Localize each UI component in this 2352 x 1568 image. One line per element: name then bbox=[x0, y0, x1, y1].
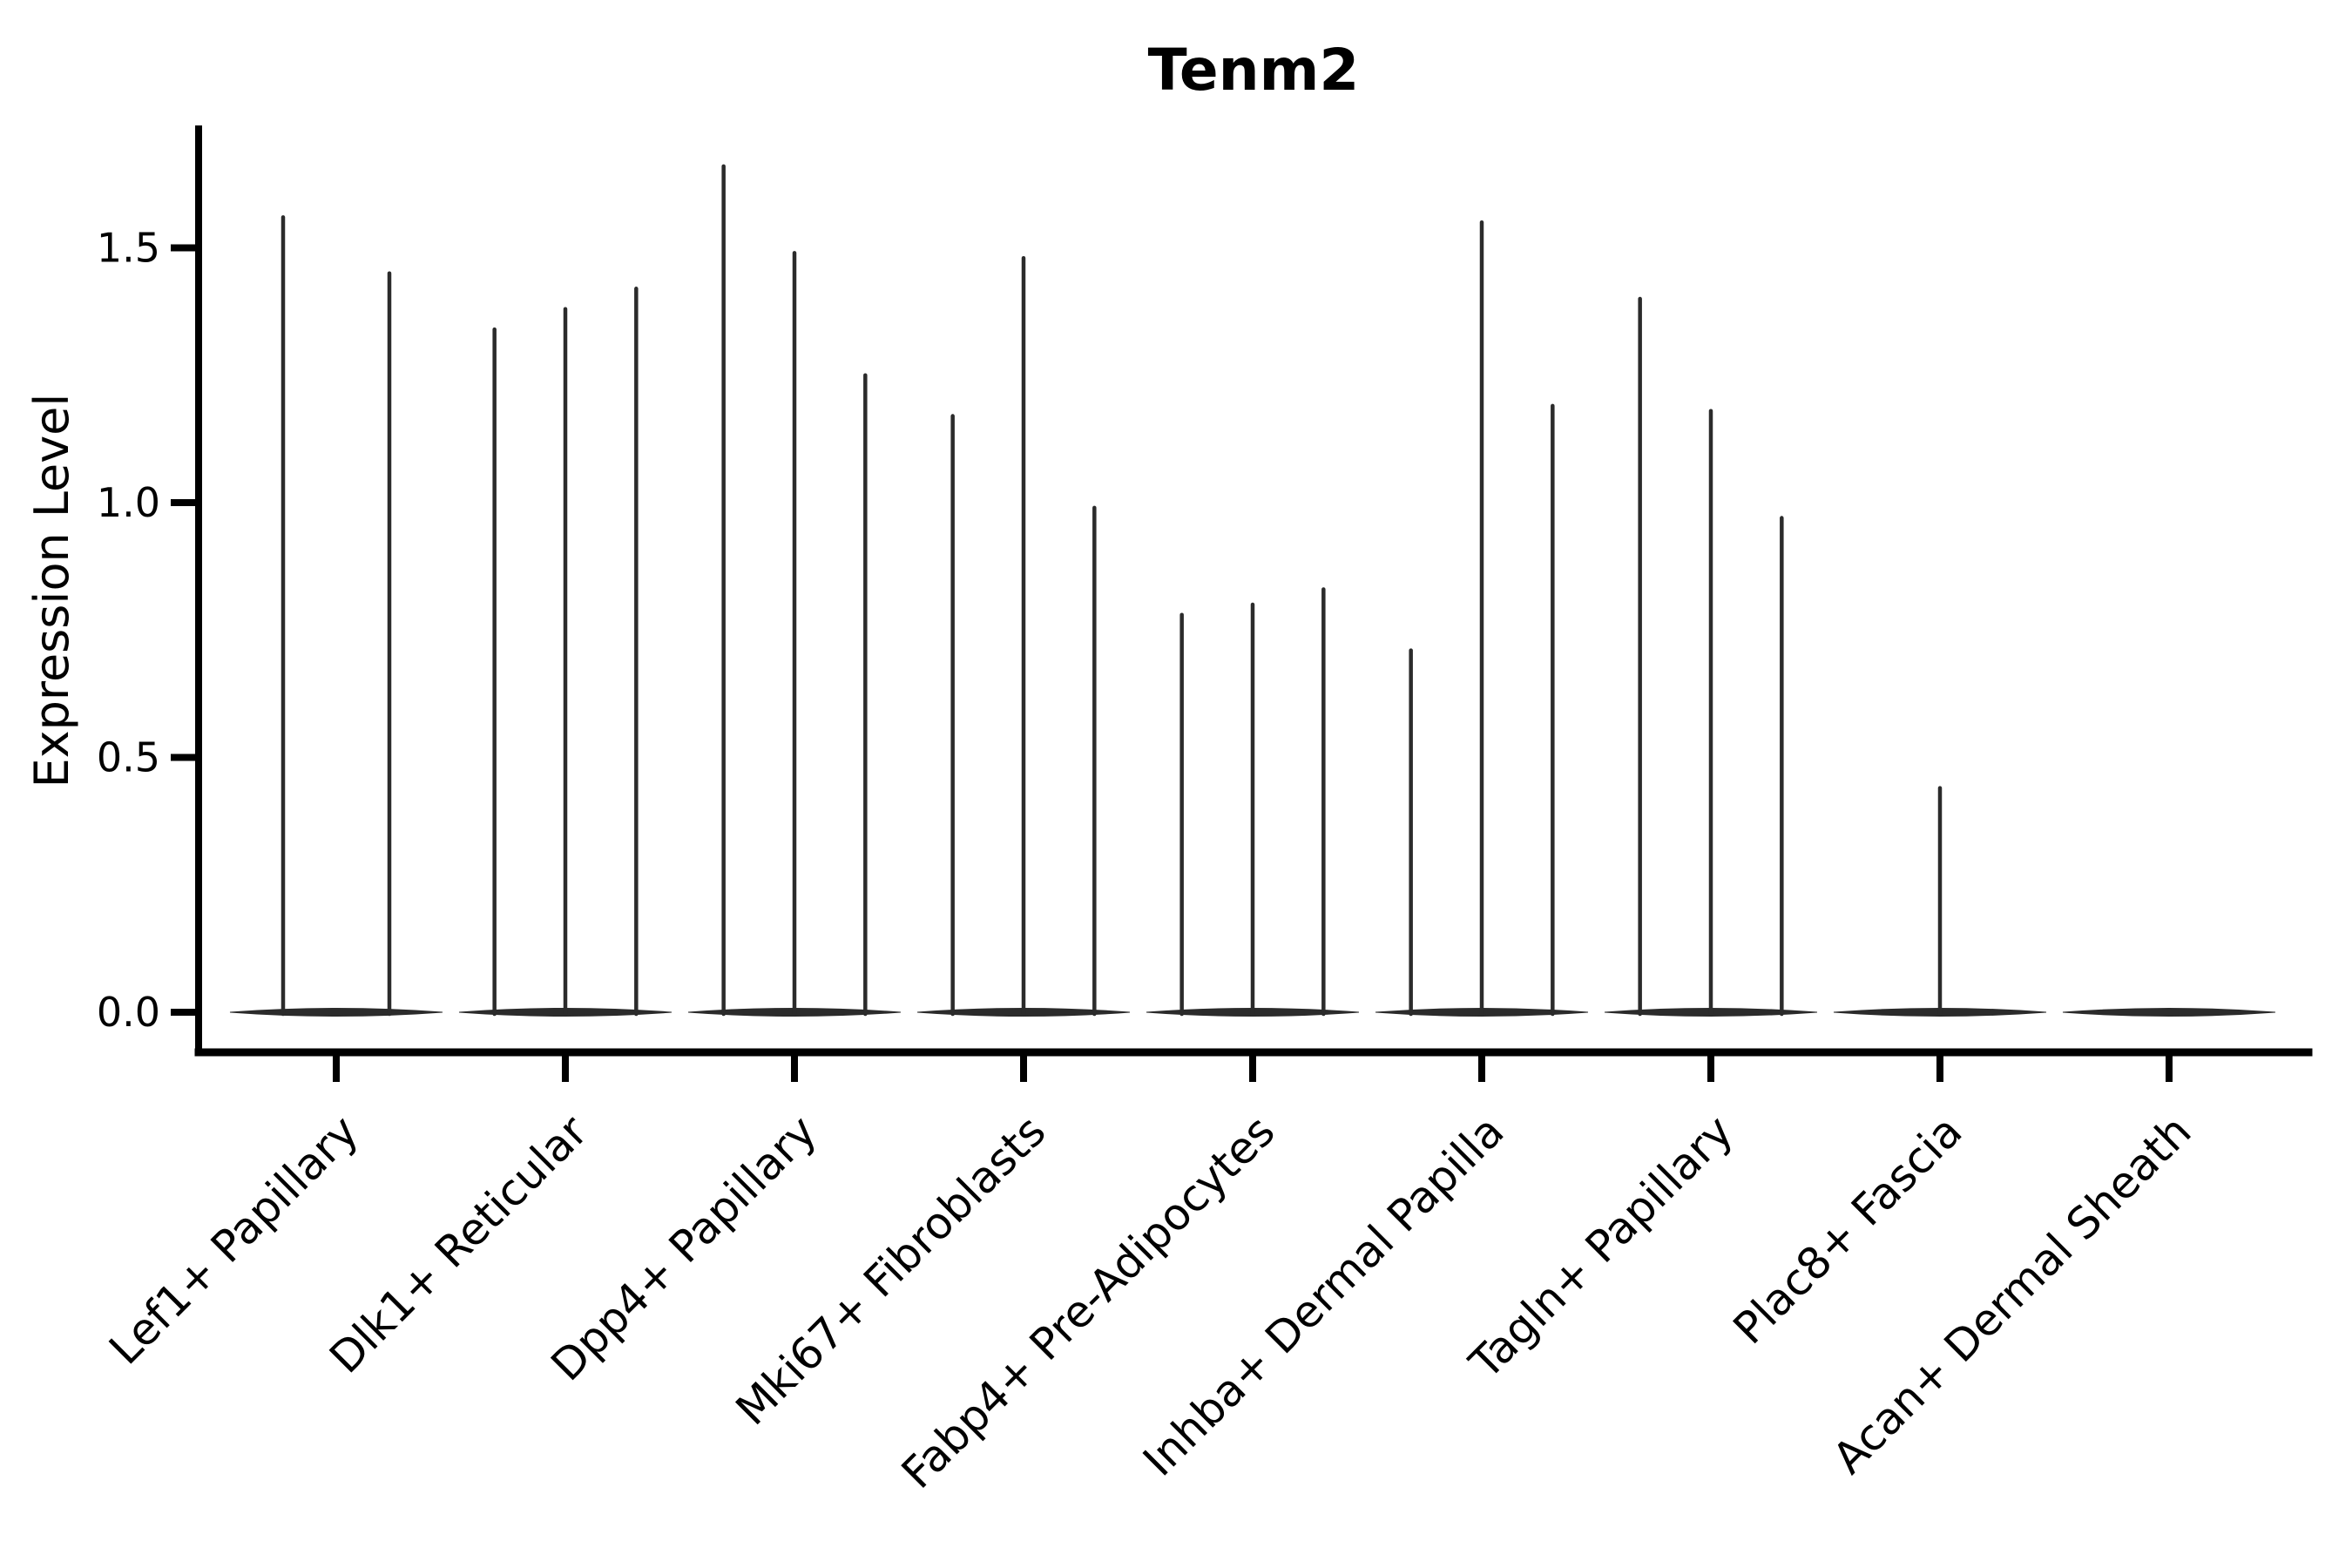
y-tick-label: 1.0 bbox=[97, 479, 160, 526]
category-label: Lef1+ Papillary bbox=[99, 1105, 368, 1374]
violin-baseline bbox=[2062, 1008, 2276, 1017]
y-tick-label: 0.5 bbox=[97, 734, 160, 781]
category-label: Fabp4+ Pre-Adipocytes bbox=[892, 1105, 1285, 1498]
violin-baseline bbox=[229, 1008, 443, 1017]
y-tick-label: 0.0 bbox=[97, 989, 160, 1036]
category-label: Plac8+ Fascia bbox=[1724, 1105, 1972, 1354]
y-axis-label: Expression Level bbox=[24, 394, 79, 788]
y-tick-label: 1.5 bbox=[97, 225, 160, 272]
plot-title: Tenm2 bbox=[1148, 37, 1360, 104]
